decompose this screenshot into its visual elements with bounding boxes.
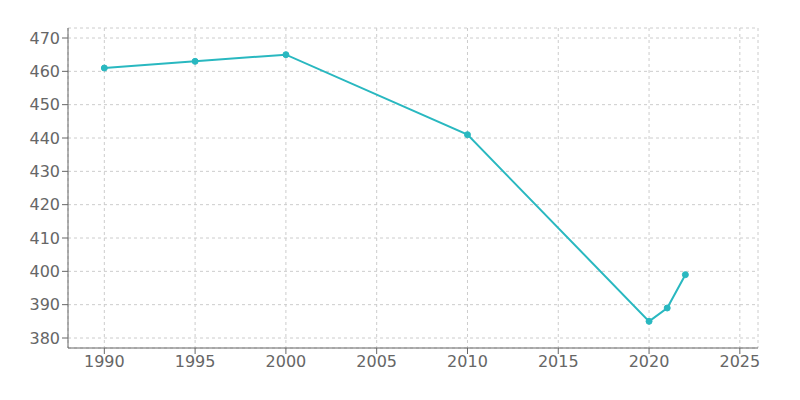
svg-text:430: 430 xyxy=(29,162,60,181)
svg-text:1990: 1990 xyxy=(84,352,125,371)
svg-text:420: 420 xyxy=(29,195,60,214)
svg-text:2005: 2005 xyxy=(356,352,397,371)
svg-text:470: 470 xyxy=(29,29,60,48)
svg-text:2000: 2000 xyxy=(266,352,307,371)
svg-text:2020: 2020 xyxy=(629,352,670,371)
svg-text:380: 380 xyxy=(29,329,60,348)
svg-text:450: 450 xyxy=(29,95,60,114)
svg-text:460: 460 xyxy=(29,62,60,81)
svg-text:1995: 1995 xyxy=(175,352,216,371)
svg-text:410: 410 xyxy=(29,229,60,248)
svg-text:2015: 2015 xyxy=(538,352,579,371)
svg-text:400: 400 xyxy=(29,262,60,281)
svg-text:440: 440 xyxy=(29,129,60,148)
svg-text:2025: 2025 xyxy=(719,352,760,371)
svg-text:390: 390 xyxy=(29,295,60,314)
svg-text:2010: 2010 xyxy=(447,352,488,371)
